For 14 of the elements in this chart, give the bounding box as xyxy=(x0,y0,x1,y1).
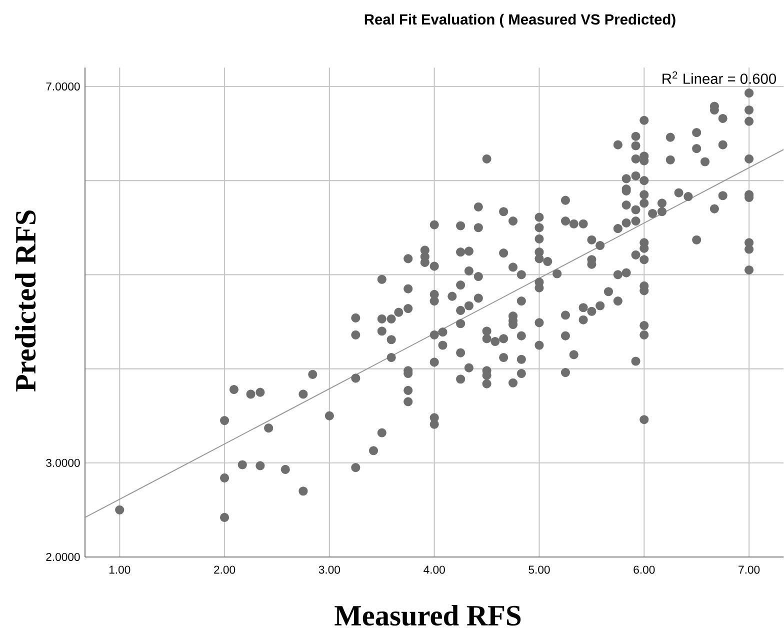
x-tick-label: 6.00 xyxy=(634,566,655,574)
x-tick-label: 4.00 xyxy=(424,566,445,574)
x-tick-label: 7.00 xyxy=(738,566,760,574)
y-tick-label: 7.0000 xyxy=(46,82,80,90)
x-tick-label: 3.00 xyxy=(318,566,340,574)
x-tick-label: 1.00 xyxy=(109,566,130,574)
x-tick-label: 5.00 xyxy=(528,566,550,574)
y-tick-label: 2.0000 xyxy=(46,552,80,561)
chart-title: Real Fit Evaluation ( Measured VS Predicted) xyxy=(364,14,676,28)
x-axis-title: Measured RFS xyxy=(334,604,521,626)
y-tick-label: 3.0000 xyxy=(46,458,80,467)
x-tick-label: 2.00 xyxy=(214,566,236,574)
annotation: R$^{2}$ Linear = 0.600 xyxy=(662,71,776,84)
y-axis-title: Predicted RFS xyxy=(15,210,36,392)
